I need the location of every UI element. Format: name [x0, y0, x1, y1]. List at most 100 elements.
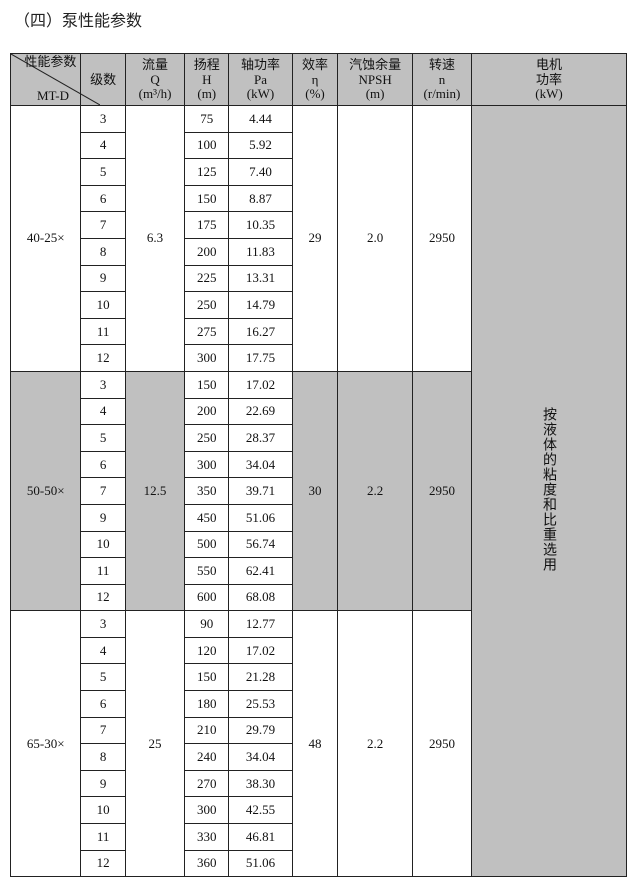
table-row: 12 300 17.75 [11, 344, 627, 372]
shaft-power-cell: 25.53 [228, 690, 293, 718]
stages-cell: 7 [80, 211, 126, 239]
efficiency-cell: 48 [291, 610, 339, 878]
stages-cell: 4 [80, 397, 126, 426]
efficiency-cell: 29 [291, 105, 339, 372]
shaft-power-cell: 51.06 [228, 849, 293, 878]
shaft-power-cell: 4.44 [228, 105, 293, 133]
shaft-power-cell: 22.69 [228, 397, 293, 426]
head-cell: 450 [184, 503, 230, 532]
stages-cell: 4 [80, 131, 126, 160]
stages-cell: 3 [80, 370, 126, 399]
table-row: 8 200 11.83 [11, 237, 627, 266]
header-shaft-power: 轴功率 Pa (kW) [228, 53, 293, 106]
motor-power-cell: 按液体的粘度和比重选用 [470, 104, 627, 878]
shaft-power-cell: 14.79 [228, 291, 293, 319]
head-cell: 75 [184, 105, 230, 133]
stages-cell: 4 [80, 636, 126, 665]
header-efficiency: 效率 η (%) [291, 53, 339, 106]
head-cell: 125 [184, 158, 230, 186]
stages-cell: 6 [80, 690, 126, 718]
shaft-power-cell: 21.28 [228, 663, 293, 692]
flow-cell: 25 [124, 610, 186, 878]
shaft-power-cell: 51.06 [228, 503, 293, 532]
pump-performance-table: 性能参数 MT-D 级数 流量 Q (m³/h) 扬程 H (m) 轴功率 Pa (kW) … [9, 53, 627, 878]
header-stages: 级数 [80, 53, 126, 106]
shaft-power-cell: 10.35 [228, 211, 293, 239]
flow-cell: 12.5 [124, 370, 186, 612]
header-speed: 转速 n (r/min) [411, 53, 472, 106]
head-cell: 225 [184, 264, 230, 293]
head-cell: 200 [184, 237, 230, 266]
shaft-power-cell: 17.75 [228, 344, 293, 372]
stages-cell: 11 [80, 317, 126, 346]
head-cell: 180 [184, 690, 230, 718]
model-cell: 50-50× [9, 370, 82, 612]
head-cell: 275 [184, 317, 230, 346]
table-row: 9 225 13.31 [11, 264, 627, 293]
table-row: 11 330 46.81 [11, 823, 627, 851]
npsh-cell: 2.2 [337, 370, 413, 612]
table-row: 8 240 34.04 [11, 743, 627, 771]
header-flow: 流量 Q (m³/h) [124, 53, 186, 106]
stages-cell: 5 [80, 158, 126, 186]
head-cell: 175 [184, 211, 230, 239]
shaft-power-cell: 42.55 [228, 796, 293, 825]
head-cell: 90 [184, 610, 230, 638]
head-cell: 240 [184, 743, 230, 771]
stages-cell: 3 [80, 105, 126, 133]
head-cell: 500 [184, 530, 230, 559]
head-cell: 100 [184, 131, 230, 160]
head-cell: 250 [184, 291, 230, 319]
header-motor-power: 电机 功率 (kW) [470, 53, 627, 106]
table-row: 12 360 51.06 [11, 849, 627, 878]
table-row: 10 250 14.79 [11, 291, 627, 319]
shaft-power-cell: 38.30 [228, 769, 293, 798]
head-cell: 150 [184, 663, 230, 692]
table-row: 4 200 22.69 [11, 397, 627, 426]
shaft-power-cell: 56.74 [228, 530, 293, 559]
shaft-power-cell: 46.81 [228, 823, 293, 851]
head-cell: 210 [184, 716, 230, 745]
shaft-power-cell: 7.40 [228, 158, 293, 186]
table-row: 9 270 38.30 [11, 769, 627, 798]
table-row: 65-30× 3 25 90 12.77 48 2.2 2950 [9, 610, 627, 878]
npsh-cell: 2.2 [337, 610, 413, 878]
table-row: 5 125 7.40 [11, 158, 627, 186]
head-cell: 600 [184, 583, 230, 612]
head-cell: 270 [184, 769, 230, 798]
stages-cell: 10 [80, 530, 126, 559]
stages-cell: 11 [80, 557, 126, 585]
shaft-power-cell: 17.02 [228, 636, 293, 665]
header-diagonal-cell: 性能参数 MT-D [9, 53, 100, 106]
table-row: 6 150 8.87 [11, 184, 627, 213]
head-cell: 350 [184, 477, 230, 505]
table-row: 7 350 39.71 [11, 477, 627, 505]
flow-cell: 6.3 [124, 105, 186, 372]
shaft-power-cell: 12.77 [228, 610, 293, 638]
model-cell: 40-25× [9, 105, 82, 372]
stages-cell: 9 [80, 769, 126, 798]
table-row: 4 100 5.92 [11, 131, 627, 160]
stages-cell: 12 [80, 849, 126, 878]
stages-cell: 5 [80, 424, 126, 452]
shaft-power-cell: 68.08 [228, 583, 293, 612]
head-cell: 300 [184, 450, 230, 479]
head-cell: 330 [184, 823, 230, 851]
stages-cell: 9 [80, 264, 126, 293]
motor-note: 按液体的粘度和比重选用 [540, 407, 557, 573]
shaft-power-cell: 13.31 [228, 264, 293, 293]
table-row: 6 180 25.53 [11, 690, 627, 718]
header-head: 扬程 H (m) [184, 53, 230, 106]
shaft-power-cell: 34.04 [228, 450, 293, 479]
table-row: 40-25× 3 6.3 75 4.44 29 2.0 2950 按液体的粘度和比重选用 [9, 104, 627, 878]
stages-cell: 6 [80, 450, 126, 479]
header-npsh: 汽蚀余量 NPSH (m) [337, 53, 413, 106]
shaft-power-cell: 11.83 [228, 237, 293, 266]
speed-cell: 2950 [411, 370, 472, 612]
table-row: 7 175 10.35 [11, 211, 627, 239]
shaft-power-cell: 62.41 [228, 557, 293, 585]
shaft-power-cell: 39.71 [228, 477, 293, 505]
stages-cell: 7 [80, 477, 126, 505]
shaft-power-cell: 29.79 [228, 716, 293, 745]
table-row: 4 120 17.02 [11, 636, 627, 665]
